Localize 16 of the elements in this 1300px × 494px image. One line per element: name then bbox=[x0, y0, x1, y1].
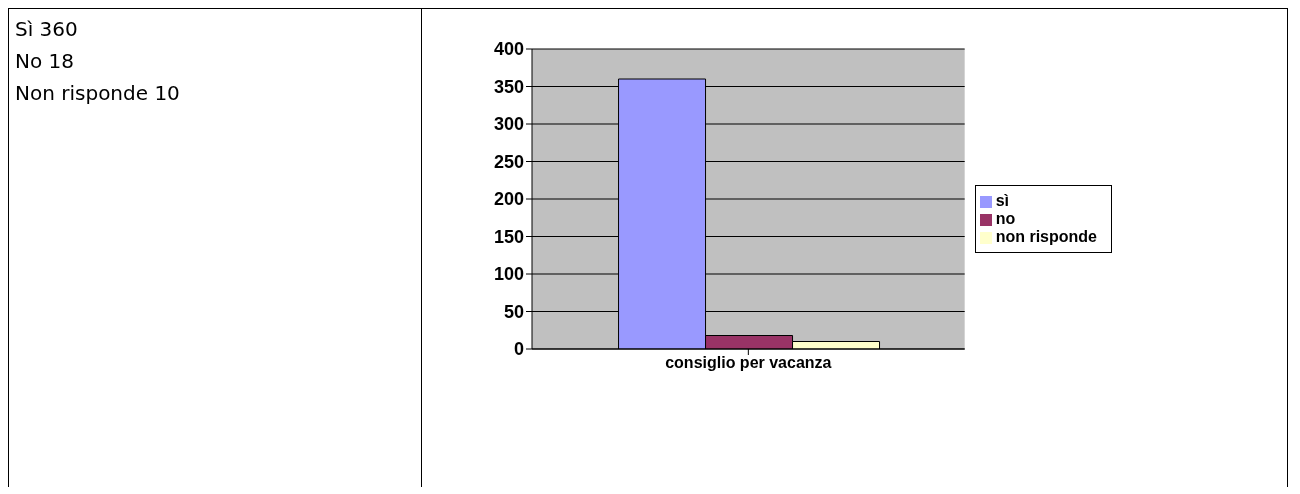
y-tick-label: 250 bbox=[493, 151, 524, 172]
x-tick-label: consiglio per vacanza bbox=[665, 354, 832, 372]
text: Sì 360 bbox=[15, 16, 79, 43]
legend-label: non risponde bbox=[995, 228, 1097, 245]
y-tick-label: 300 bbox=[493, 114, 524, 135]
y-tick-label: 100 bbox=[493, 264, 524, 285]
y-tick-label: 350 bbox=[493, 76, 524, 97]
y-tick-label: 200 bbox=[493, 189, 524, 210]
y-tick-label: 400 bbox=[493, 39, 524, 60]
legend-label: no bbox=[995, 210, 1016, 227]
text: Non risponde 10 bbox=[15, 80, 181, 107]
text: No 18 bbox=[15, 48, 75, 75]
y-tick-label: 0 bbox=[513, 339, 524, 360]
y-tick-label: 50 bbox=[503, 301, 524, 322]
y-tick-label: 150 bbox=[493, 226, 524, 247]
legend-label: sì bbox=[995, 192, 1010, 209]
